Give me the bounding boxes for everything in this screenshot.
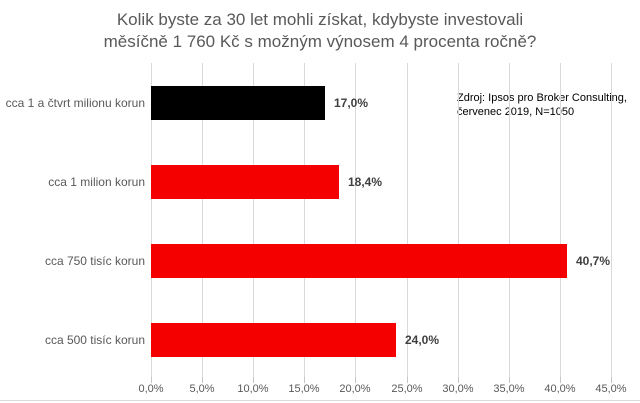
x-axis-tick-label: 40,0% xyxy=(544,383,576,395)
x-axis-tick xyxy=(253,377,254,383)
x-axis-tick-label: 10,0% xyxy=(237,383,269,395)
bar-1 xyxy=(151,86,325,120)
gridline xyxy=(560,63,561,377)
source-note-line2: červenec 2019, N=1050 xyxy=(457,106,575,118)
gridline xyxy=(611,63,612,377)
source-note-line1: Zdroj: Ipsos pro Broker Consulting, xyxy=(457,92,627,104)
x-axis-tick-label: 25,0% xyxy=(391,383,423,395)
x-axis-tick-label: 45,0% xyxy=(595,383,627,395)
x-axis-tick-label: 20,0% xyxy=(339,383,371,395)
x-axis-tick-label: 0,0% xyxy=(138,383,164,395)
x-axis-tick xyxy=(202,377,203,383)
category-label: cca 1 milion korun xyxy=(48,175,145,189)
value-label: 24,0% xyxy=(405,333,440,347)
category-label: cca 1 a čtvrt milionu korun xyxy=(5,96,145,110)
x-axis-tick xyxy=(509,377,510,383)
gridline xyxy=(202,63,203,377)
source-note: Zdroj: Ipsos pro Broker Consulting, červ… xyxy=(457,91,637,119)
x-axis-tick xyxy=(151,377,152,383)
gridline xyxy=(407,63,408,377)
gridline xyxy=(253,63,254,377)
x-axis-tick xyxy=(355,377,356,383)
gridline xyxy=(151,63,152,377)
value-label: 17,0% xyxy=(334,96,369,110)
gridline xyxy=(355,63,356,377)
x-axis-tick xyxy=(458,377,459,383)
bar-2 xyxy=(151,165,339,199)
chart-title-line1: Kolik byste za 30 let mohli získat, kdyb… xyxy=(116,10,524,29)
plot-area: 0,0% 5,0% 10,0% 15,0% 20,0% 25,0% 30,0% 35,0% 40… xyxy=(138,63,627,395)
value-label: 18,4% xyxy=(348,175,383,189)
chart-bottom-border xyxy=(0,400,640,401)
category-label: cca 500 tisíc korun xyxy=(44,333,145,347)
bar-3 xyxy=(151,244,567,278)
category-label: cca 750 tisíc korun xyxy=(44,254,145,268)
value-label: 40,7% xyxy=(576,254,611,268)
chart-title: Kolik byste za 30 let mohli získat, kdyb… xyxy=(0,9,640,53)
x-axis-tick-label: 30,0% xyxy=(442,383,474,395)
gridline xyxy=(509,63,510,377)
gridline xyxy=(458,63,459,377)
chart-title-line2: měsíčně 1 760 Kč s možným výnosem 4 proc… xyxy=(103,32,537,51)
x-axis-tick xyxy=(611,377,612,383)
gridline xyxy=(304,63,305,377)
x-axis-tick xyxy=(560,377,561,383)
x-axis-tick-label: 15,0% xyxy=(288,383,320,395)
x-axis-tick xyxy=(407,377,408,383)
x-axis-tick-label: 5,0% xyxy=(189,383,215,395)
x-axis-tick xyxy=(304,377,305,383)
x-axis-tick-label: 35,0% xyxy=(493,383,525,395)
bar-4 xyxy=(151,323,396,357)
